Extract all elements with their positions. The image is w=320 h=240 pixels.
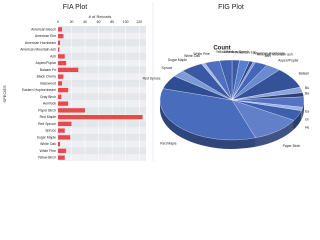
- y-tick-label: Red Maple: [40, 115, 57, 119]
- slice-label: American Beech: [224, 50, 249, 54]
- bar: [58, 108, 86, 113]
- slice-label: Aspen/Poplar: [278, 59, 299, 63]
- bar: [58, 101, 69, 106]
- row-band: [58, 80, 146, 87]
- slice-label: Gray Birch: [305, 118, 309, 122]
- y-tick-label: Hemlock: [43, 102, 56, 106]
- x-tick-label: 60: [97, 20, 101, 24]
- x-tick-label: 100: [123, 20, 129, 24]
- x-tick-label: 20: [70, 20, 74, 24]
- y-tick-label: Sugar Maple: [37, 135, 56, 139]
- y-tick-label: American Mountain-ash: [20, 48, 56, 52]
- row-band: [58, 134, 146, 141]
- row-band: [58, 120, 146, 128]
- bar: [58, 67, 79, 73]
- y-tick-label: American Elm: [35, 34, 56, 38]
- bar: [58, 81, 63, 86]
- slice-label: American Hornbeam: [253, 52, 284, 56]
- slice-label: Basswood: [305, 92, 309, 96]
- bar: [58, 121, 72, 127]
- y-tick-label: Gray Birch: [40, 95, 56, 99]
- bar: [58, 27, 63, 32]
- y-tick-label: Aspen/Poplar: [36, 61, 57, 65]
- bar: [58, 47, 60, 52]
- pie-subtitle: Count: [213, 46, 230, 52]
- bar: [58, 33, 64, 39]
- bar: [58, 148, 67, 154]
- slice-label: Hemlock: [305, 126, 309, 130]
- bar: [58, 40, 61, 46]
- slice-label: Balsam Fir: [299, 71, 309, 75]
- bar: [58, 54, 65, 59]
- y-tick-label: Basswood: [40, 81, 56, 85]
- x-tick-label: 0: [57, 20, 59, 24]
- x-tick-label: 80: [110, 20, 114, 24]
- pie-slice: [219, 59, 233, 101]
- x-tick-label: 120: [136, 20, 142, 24]
- bar: [58, 114, 143, 120]
- pie-slice: [159, 88, 256, 141]
- slice-label: Paper Birch: [283, 144, 301, 148]
- bar: [58, 155, 65, 160]
- x-axis-label: # of Records: [89, 14, 112, 19]
- slice-label: American Mountain-ash: [257, 52, 293, 56]
- y-tick-label: Red Spruce: [38, 122, 56, 126]
- slice-label: Sugar Maple: [168, 58, 187, 62]
- bar: [58, 135, 71, 140]
- row-band: [58, 93, 146, 101]
- bar: [58, 128, 65, 133]
- bar: [58, 141, 61, 147]
- row-band: [58, 147, 146, 155]
- slice-label: Red Maple: [160, 142, 177, 146]
- slice-label: Black Cherry: [305, 86, 309, 90]
- y-tick-label: Ash: [50, 54, 56, 58]
- y-tick-label: White Oak: [40, 142, 56, 146]
- y-tick-label: Yellow Birch: [38, 156, 56, 160]
- y-tick-label: American Hornbeam: [25, 41, 56, 45]
- slice-label: White Pine: [193, 52, 210, 56]
- chart-title: FIG Plot: [218, 4, 244, 11]
- y-tick-label: White Pine: [40, 149, 57, 153]
- slice-label: Ash: [265, 54, 271, 58]
- screen: FIA Plot # of Records SPECIES FIG Plot C…: [2, 2, 309, 161]
- y-tick-label: Paper Birch: [38, 108, 56, 112]
- slice-label: Yellow Birch: [216, 50, 234, 54]
- x-tick-label: 40: [83, 20, 87, 24]
- y-tick-label: Spruce: [45, 129, 56, 133]
- y-tick-label: Black Cherry: [37, 75, 57, 79]
- slice-label: Red Spruce: [143, 76, 161, 80]
- slice-label: American Elm: [235, 51, 256, 55]
- row-band: [58, 66, 146, 74]
- y-tick-label: Eastern Hophornbeam: [22, 88, 56, 92]
- slice-label: Spruce: [162, 66, 173, 70]
- slice-label: Eastern Hophornbeam: [305, 109, 309, 113]
- row-band: [58, 53, 146, 60]
- slice-label: White Oak: [184, 54, 200, 58]
- bar: [58, 87, 69, 93]
- chart-title: FIA Plot: [63, 4, 88, 11]
- y-tick-label: Balsam Fir: [40, 68, 57, 72]
- row-band: [58, 107, 146, 114]
- row-band: [58, 26, 146, 33]
- row-band: [58, 39, 146, 47]
- y-axis-label: SPECIES: [2, 85, 7, 103]
- bar: [58, 60, 67, 66]
- bar: [58, 74, 64, 79]
- y-tick-label: American Beech: [31, 27, 56, 31]
- bar: [58, 94, 62, 100]
